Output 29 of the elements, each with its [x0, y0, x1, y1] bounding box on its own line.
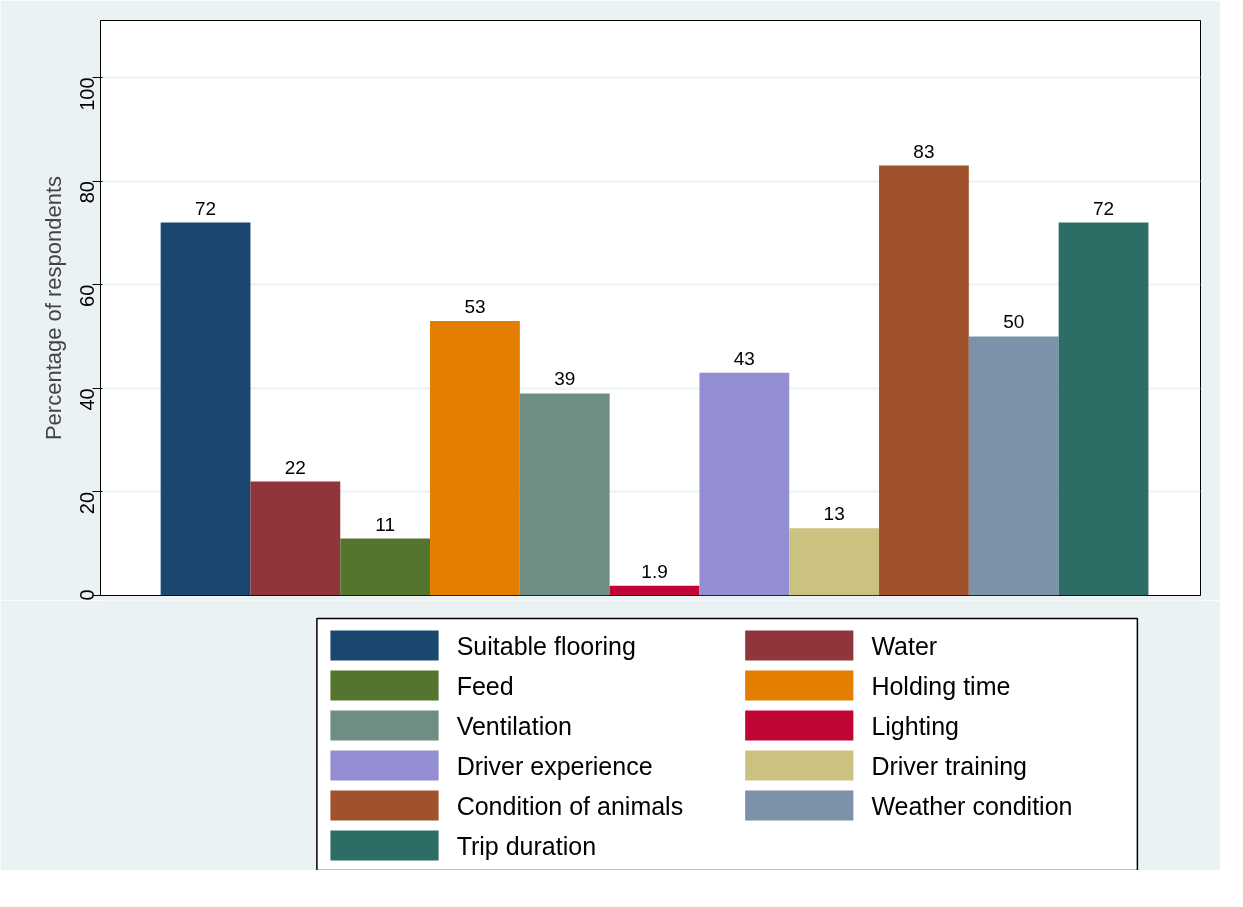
- y-tick-label: 60: [76, 284, 99, 307]
- legend-label: Water: [871, 631, 938, 660]
- data-label: 22: [284, 456, 306, 478]
- legend-label: Holding time: [871, 671, 1011, 700]
- y-tick-label: 40: [76, 388, 99, 411]
- y-tick-label: 100: [76, 77, 99, 111]
- data-label: 13: [823, 503, 845, 525]
- legend-label: Weather condition: [871, 791, 1073, 820]
- legend-label: Ventilation: [456, 711, 573, 740]
- data-label: 53: [464, 295, 486, 317]
- data-label: 83: [913, 140, 935, 162]
- y-tick-label: 80: [76, 181, 99, 204]
- data-label: 39: [554, 368, 576, 390]
- legend-label: Lighting: [871, 711, 959, 740]
- legend-label: Feed: [456, 671, 514, 700]
- data-label: 1.9: [641, 560, 668, 582]
- y-tick-label: 20: [76, 491, 99, 515]
- data-label: 72: [194, 197, 217, 219]
- legend-label: Driver experience: [456, 751, 653, 780]
- y-tick-label: 0: [76, 589, 99, 601]
- y-axis-title: Percentage of respondents: [40, 175, 66, 441]
- data-label: 50: [1003, 311, 1025, 333]
- legend-label: Trip duration: [456, 831, 597, 860]
- legend-label: Condition of animals: [456, 791, 684, 820]
- data-label: 72: [1092, 197, 1115, 219]
- legend-label: Suitable flooring: [456, 631, 636, 660]
- data-label: 11: [375, 513, 396, 535]
- data-label: 43: [733, 347, 755, 369]
- legend-label: Driver training: [871, 751, 1028, 780]
